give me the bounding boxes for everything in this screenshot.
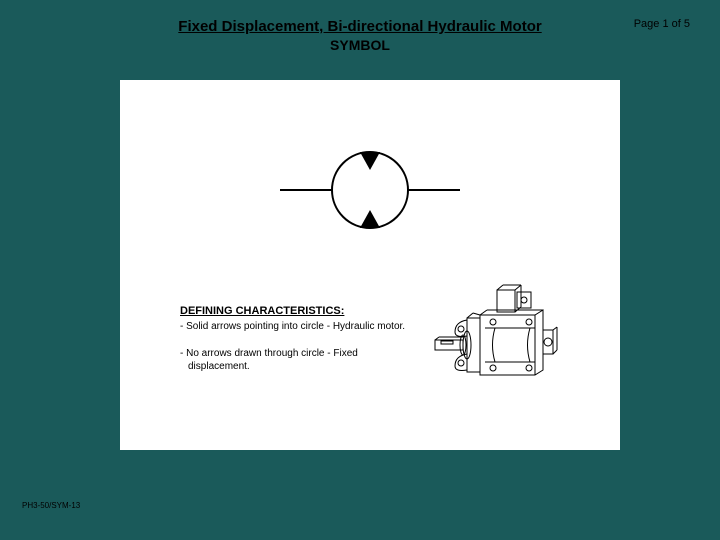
content-panel: DEFINING CHARACTERISTICS: - Solid arrows… bbox=[120, 80, 620, 450]
page-subtitle: SYMBOL bbox=[0, 37, 720, 53]
characteristic-item: - No arrows drawn through circle - Fixed… bbox=[180, 347, 410, 373]
characteristics-heading: DEFINING CHARACTERISTICS: bbox=[180, 305, 410, 317]
characteristic-item: - Solid arrows pointing into circle - Hy… bbox=[180, 320, 410, 333]
page-indicator: Page 1 of 5 bbox=[634, 18, 690, 30]
motor-illustration bbox=[425, 280, 575, 415]
header: Fixed Displacement, Bi-directional Hydra… bbox=[0, 0, 720, 53]
characteristics-section: DEFINING CHARACTERISTICS: - Solid arrows… bbox=[180, 305, 410, 387]
footer-code: PH3-50/SYM-13 bbox=[22, 501, 80, 510]
hydraulic-symbol-diagram bbox=[270, 135, 470, 250]
page-title: Fixed Displacement, Bi-directional Hydra… bbox=[0, 18, 720, 35]
